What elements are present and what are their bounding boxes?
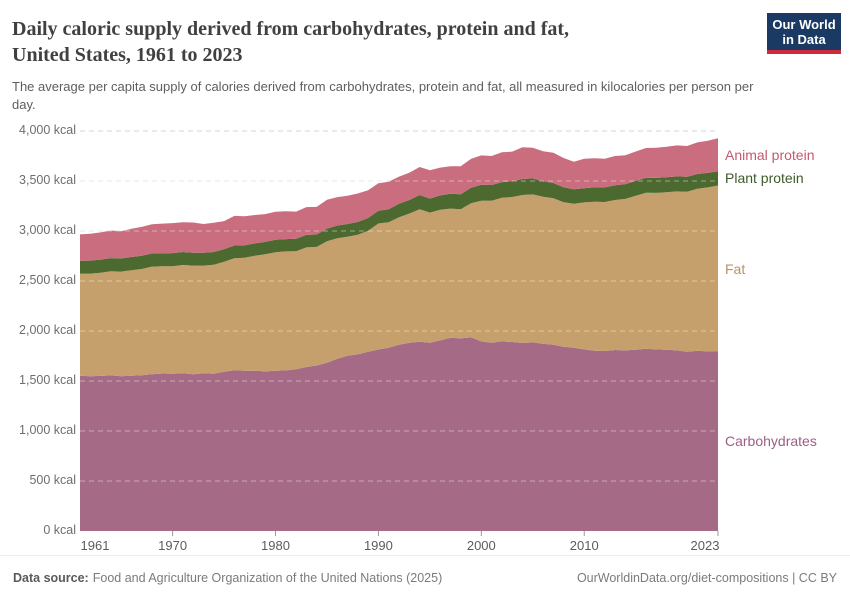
page-title: Daily caloric supply derived from carboh…	[12, 18, 570, 66]
legend: Carbohydrates Fat Plant protein Animal prot…	[725, 146, 817, 450]
area-animal-protein[interactable]	[80, 138, 718, 261]
y-axis-label: 4,000 kcal	[19, 123, 76, 137]
y-axis-label: 1,500 kcal	[19, 373, 76, 387]
legend-label-fat[interactable]: Fat	[725, 260, 746, 277]
footer-link[interactable]: OurWorldinData.org/diet-compositions | C…	[576, 571, 837, 585]
x-axis-label-1990: 1990	[363, 538, 393, 553]
y-axis-label: 0 kcal	[43, 523, 76, 537]
legend-label-plant-protein[interactable]: Plant protein	[725, 170, 804, 187]
x-axis-label-2010: 2010	[569, 538, 599, 553]
legend-label-carbohydrates[interactable]: Carbohydrates	[725, 433, 817, 450]
chart-footer: Data source: Food and Agriculture Organiz…	[0, 555, 850, 600]
y-axis-label: 2,000 kcal	[19, 323, 76, 337]
data-source: Data source: Food and Agriculture Organiz…	[13, 571, 442, 585]
area-carbohydrates[interactable]	[80, 337, 718, 531]
legend-label-animal-protein[interactable]: Animal protein	[725, 146, 815, 163]
y-axis-label: 2,500 kcal	[19, 273, 76, 287]
x-axis-label-1980: 1980	[261, 538, 290, 553]
x-axis-label-1961: 1961	[80, 538, 110, 553]
y-axis-label: 500 kcal	[29, 473, 76, 487]
x-axis-label-2023: 2023	[690, 538, 720, 553]
y-axis-label: 3,500 kcal	[19, 173, 76, 187]
x-axis-label-1970: 1970	[158, 538, 188, 553]
data-source-label: Data source:	[13, 571, 89, 585]
owid-logo[interactable]: Our World in Data	[767, 13, 841, 54]
x-axis-label-2000: 2000	[466, 538, 496, 553]
y-axis-label: 1,000 kcal	[19, 423, 76, 437]
y-axis-label: 3,000 kcal	[19, 223, 76, 237]
area-plant-protein[interactable]	[80, 171, 718, 274]
owid-logo-text: Our World in Data	[772, 17, 836, 47]
x-axis: 1961 1970 1980 1990 2000 2010 2023	[0, 538, 850, 558]
data-source-text: Food and Agriculture Organization of the…	[92, 571, 443, 585]
chart-subtitle: The average per capita supply of calorie…	[12, 79, 754, 112]
chart-header: Daily caloric supply derived from carboh…	[0, 0, 850, 114]
area-fat[interactable]	[80, 185, 718, 377]
y-axis: 0 kcal 500 kcal 1,000 kcal 1,500 kcal 2,000 …	[0, 0, 76, 560]
